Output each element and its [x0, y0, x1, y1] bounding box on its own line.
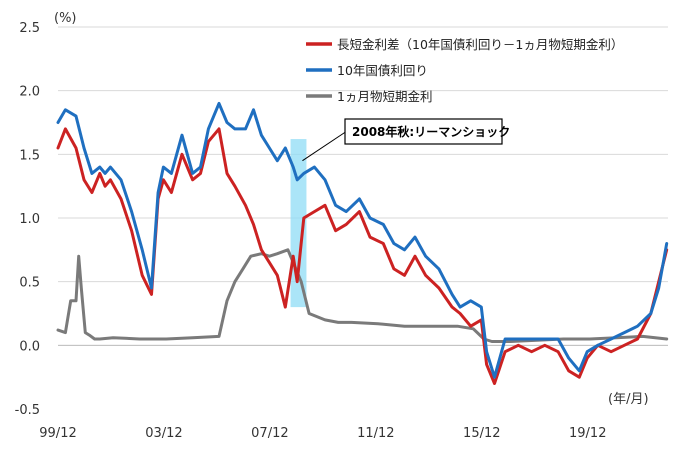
x-tick-label: 19/12 [569, 426, 606, 441]
x-axis-unit: (年/月) [608, 392, 649, 407]
grid [58, 26, 668, 346]
series-line-2 [56, 248, 669, 343]
y-tick-label: 0.5 [19, 276, 40, 291]
legend-label: 10年国債利回り [337, 63, 428, 78]
x-tick-label: 11/12 [357, 426, 394, 441]
annotation-label: 2008年秋:リーマンショック [352, 124, 510, 139]
x-tick-label: 07/12 [251, 426, 288, 441]
y-tick-label: 0.0 [19, 339, 40, 354]
y-axis-unit: (%) [54, 11, 77, 26]
x-tick-label: 99/12 [39, 426, 76, 441]
x-axis-ticks: 99/12 03/12 07/12 11/12 15/12 19/12 [39, 426, 606, 441]
annotation-box [344, 118, 503, 145]
series-line-0 [56, 127, 669, 385]
y-tick-label: 1.0 [19, 212, 40, 227]
x-tick-label: 03/12 [145, 426, 182, 441]
y-tick-label: 2.5 [19, 21, 40, 36]
annotation-leader-line [302, 130, 348, 162]
y-tick-label: 2.0 [19, 85, 40, 100]
series-line-1 [56, 101, 669, 379]
legend-label: 長短金利差（10年国債利回り－1ヵ月物短期金利） [337, 37, 623, 52]
legend-label: 1ヵ月物短期金利 [337, 89, 432, 104]
y-axis-ticks: 2.5 2.0 1.5 1.0 0.5 0.0 -0.5 [15, 21, 40, 418]
series-lines [56, 101, 669, 385]
legend: 長短金利差（10年国債利回り－1ヵ月物短期金利） 10年国債利回り 1ヵ月物短期金利 [306, 37, 623, 104]
y-tick-label: 1.5 [19, 148, 40, 163]
y-tick-label: -0.5 [15, 403, 40, 418]
x-tick-label: 15/12 [463, 426, 500, 441]
